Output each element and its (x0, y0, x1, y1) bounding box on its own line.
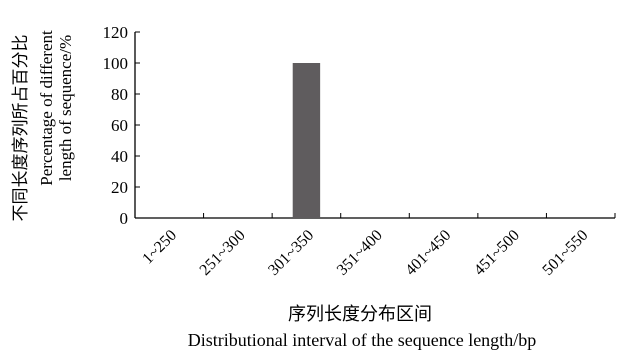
y-tick-label: 80 (111, 85, 128, 104)
x-axis-label-en: Distributional interval of the sequence … (188, 330, 536, 350)
y-tick-label: 60 (111, 116, 128, 135)
y-tick-label: 20 (111, 178, 128, 197)
x-tick-label: 301~350 (265, 227, 317, 279)
x-tick-label: 501~550 (539, 227, 591, 279)
y-ticks: 0 20 40 60 80 100 120 (103, 23, 140, 228)
x-ticks: 1~250 251~300 301~350 351~400 401~450 451~500… (134, 213, 616, 279)
y-tick-label: 40 (111, 147, 128, 166)
y-tick-label: 100 (103, 54, 129, 73)
y-axis-label-en-2: length of sequence/% (56, 35, 75, 181)
x-tick-label: 251~300 (197, 227, 249, 279)
x-tick-label: 451~500 (471, 227, 523, 279)
y-axis-label-cn: 不同长度序列所占百分比 (11, 35, 30, 222)
x-axis-label-cn: 序列长度分布区间 (288, 304, 432, 324)
y-tick-label: 0 (120, 209, 129, 228)
y-tick-label: 120 (103, 23, 129, 42)
x-tick-label: 351~400 (334, 227, 386, 279)
x-tick-label: 401~450 (402, 227, 454, 279)
x-tick-label: 1~250 (139, 227, 180, 268)
bar (292, 63, 321, 218)
y-axis-label-en-1: Percentage of different (37, 30, 56, 186)
bars (292, 63, 321, 218)
axes (134, 32, 615, 219)
